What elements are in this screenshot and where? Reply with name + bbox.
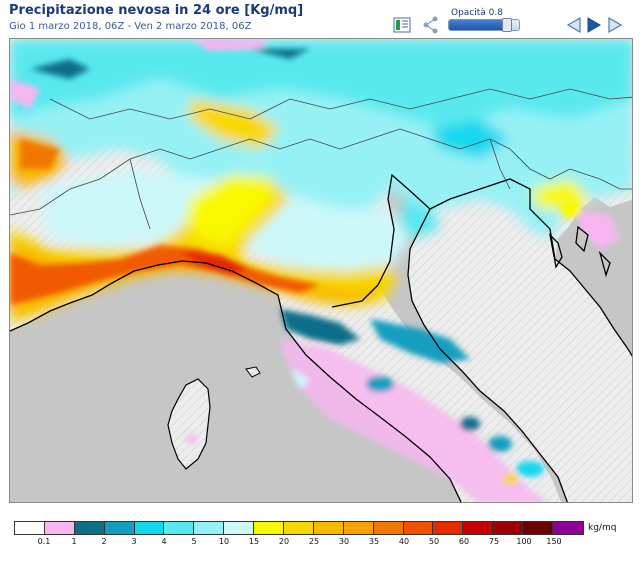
legend-label: 25 (308, 537, 320, 546)
legend-swatch (44, 522, 75, 534)
legend-swatch (373, 522, 404, 534)
snowfall-detail (10, 39, 620, 502)
legend-label: 1 (71, 537, 77, 546)
opacity-slider[interactable] (448, 18, 520, 32)
coastline (10, 173, 632, 502)
legend-swatch (164, 522, 195, 534)
legend-swatch (493, 522, 524, 534)
legend-label: 150 (546, 537, 562, 546)
land-corsica (167, 378, 211, 470)
legend-swatch (104, 522, 135, 534)
legend-swatch (254, 522, 285, 534)
legend-swatch (523, 522, 554, 534)
legend-label: 5 (191, 537, 197, 546)
snowfall-map[interactable] (9, 38, 633, 503)
legend-swatch (74, 522, 105, 534)
triangle-right-icon[interactable] (585, 16, 603, 34)
opacity-label: Opacità 0.8 (451, 8, 503, 18)
opacity-slider-fill (449, 20, 507, 30)
legend-label: 50 (428, 537, 440, 546)
legend-label: 30 (338, 537, 350, 546)
color-legend: kg/mq 0.1 1 2 3 4 5 10 15 20 25 30 35 40 50 60 75 100 150 (14, 521, 634, 553)
legend-label: 20 (278, 537, 290, 546)
legend-unit: kg/mq (588, 523, 617, 533)
legend-label: 10 (218, 537, 230, 546)
map-title: Precipitazione nevosa in 24 ore [Kg/mq] (9, 3, 304, 18)
legend-label: 35 (368, 537, 380, 546)
triangle-left-icon[interactable] (565, 16, 583, 34)
map-legend-icon[interactable] (393, 16, 411, 34)
legend-label: 15 (248, 537, 260, 546)
legend-label: 3 (131, 537, 137, 546)
legend-label: 100 (516, 537, 532, 546)
legend-swatch (313, 522, 344, 534)
legend-swatch (224, 522, 255, 534)
legend-label: 75 (488, 537, 500, 546)
legend-swatch (433, 522, 464, 534)
share-icon[interactable] (423, 16, 439, 34)
legend-swatch (343, 522, 374, 534)
legend-label: 60 (458, 537, 470, 546)
triangle-right-open-icon[interactable] (606, 16, 624, 34)
legend-swatch (463, 522, 494, 534)
legend-swatch (403, 522, 434, 534)
legend-swatch (194, 522, 225, 534)
legend-label: 2 (101, 537, 107, 546)
map-canvas (10, 39, 632, 502)
legend-label: 0.1 (37, 537, 51, 546)
legend-swatch (134, 522, 165, 534)
legend-label: 40 (398, 537, 410, 546)
legend-swatch (553, 522, 583, 534)
map-subtitle: Gio 1 marzo 2018, 06Z - Ven 2 marzo 2018… (9, 21, 252, 32)
legend-swatch (15, 522, 45, 534)
land-island-elba (245, 366, 261, 378)
legend-swatch (284, 522, 314, 534)
legend-color-bar (14, 521, 584, 535)
country-borders (10, 88, 632, 230)
legend-label: 4 (161, 537, 167, 546)
map-toolbar: Opacità 0.8 (393, 6, 633, 36)
opacity-slider-thumb[interactable] (501, 18, 512, 32)
